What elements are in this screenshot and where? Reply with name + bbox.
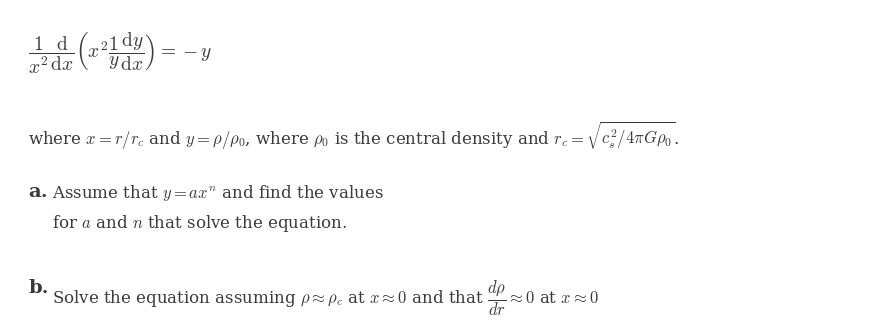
Text: Solve the equation assuming $\rho \approx \rho_c$ at $x \approx 0$ and that $\df: Solve the equation assuming $\rho \appro…: [52, 279, 598, 318]
Text: where $x = r/r_c$ and $y = \rho/\rho_0$, where $\rho_0$ is the central density a: where $x = r/r_c$ and $y = \rho/\rho_0$,…: [28, 119, 680, 151]
Text: $\dfrac{1}{x^2}\dfrac{\mathrm{d}}{\mathrm{d}x}\left(x^2\dfrac{1}{y}\dfrac{\mathr: $\dfrac{1}{x^2}\dfrac{\mathrm{d}}{\mathr…: [28, 31, 212, 76]
Text: for $a$ and $n$ that solve the equation.: for $a$ and $n$ that solve the equation.: [52, 213, 347, 234]
Text: a.: a.: [28, 183, 48, 201]
Text: Assume that $y = ax^n$ and find the values: Assume that $y = ax^n$ and find the valu…: [52, 183, 384, 203]
Text: b.: b.: [28, 279, 49, 297]
